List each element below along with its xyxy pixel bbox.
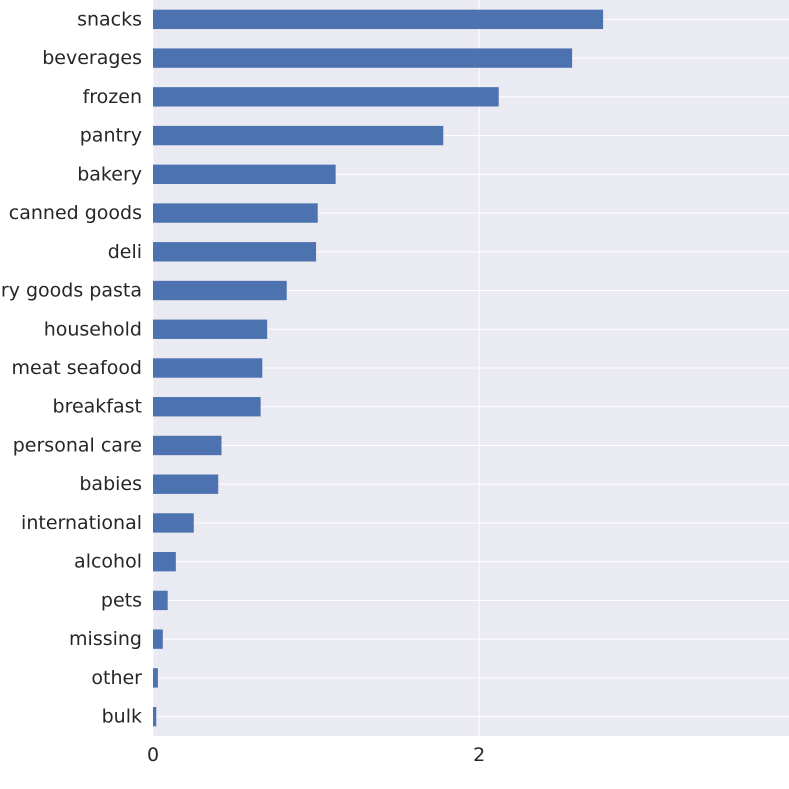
- bar-pantry: [153, 125, 444, 146]
- bar-deli: [153, 242, 317, 262]
- bar-breakfast: [153, 397, 261, 417]
- bar-alcohol: [153, 552, 176, 572]
- bar-beverages: [153, 48, 573, 68]
- y-tick-label: household: [44, 318, 142, 340]
- x-tick-label: 0: [147, 744, 159, 766]
- bar-pets: [153, 590, 168, 611]
- y-tick-labels: snacks beverages frozen pantry bakery canned …: [0, 8, 142, 727]
- y-tick-label: meat seafood: [11, 357, 142, 379]
- y-tick-label: snacks: [77, 8, 142, 30]
- y-tick-label: other: [91, 667, 142, 689]
- bar-personal-care: [153, 435, 222, 456]
- bar-meat-seafood: [153, 358, 263, 378]
- y-tick-label: bulk: [102, 706, 142, 728]
- bar-babies: [153, 474, 219, 494]
- y-tick-label: bakery: [77, 163, 142, 185]
- bar-canned-goods: [153, 203, 318, 223]
- bar-snacks: [153, 9, 604, 30]
- bar-bulk: [153, 706, 157, 727]
- y-tick-label: deli: [108, 241, 142, 263]
- y-tick-label: frozen: [83, 86, 142, 108]
- bar-missing: [153, 629, 163, 649]
- y-tick-label: pantry: [80, 125, 142, 147]
- y-tick-label: alcohol: [74, 551, 142, 573]
- bars: [153, 9, 604, 727]
- bar-household: [153, 319, 268, 339]
- bar-bakery: [153, 164, 336, 184]
- y-tick-label: missing: [69, 628, 142, 650]
- y-tick-label: international: [21, 512, 142, 534]
- y-tick-label: beverages: [42, 47, 142, 69]
- bar-international: [153, 513, 194, 533]
- y-tick-label: pets: [101, 589, 142, 611]
- bar-frozen: [153, 87, 499, 107]
- y-tick-label: personal care: [13, 434, 142, 456]
- y-tick-label: babies: [79, 473, 142, 495]
- x-tick-label: 2: [473, 744, 485, 766]
- bar-other: [153, 668, 158, 688]
- y-tick-label: dry goods pasta: [0, 280, 142, 302]
- bar-dry-goods-pasta: [153, 280, 287, 301]
- y-tick-label: canned goods: [9, 202, 142, 224]
- y-tick-label: breakfast: [53, 396, 142, 418]
